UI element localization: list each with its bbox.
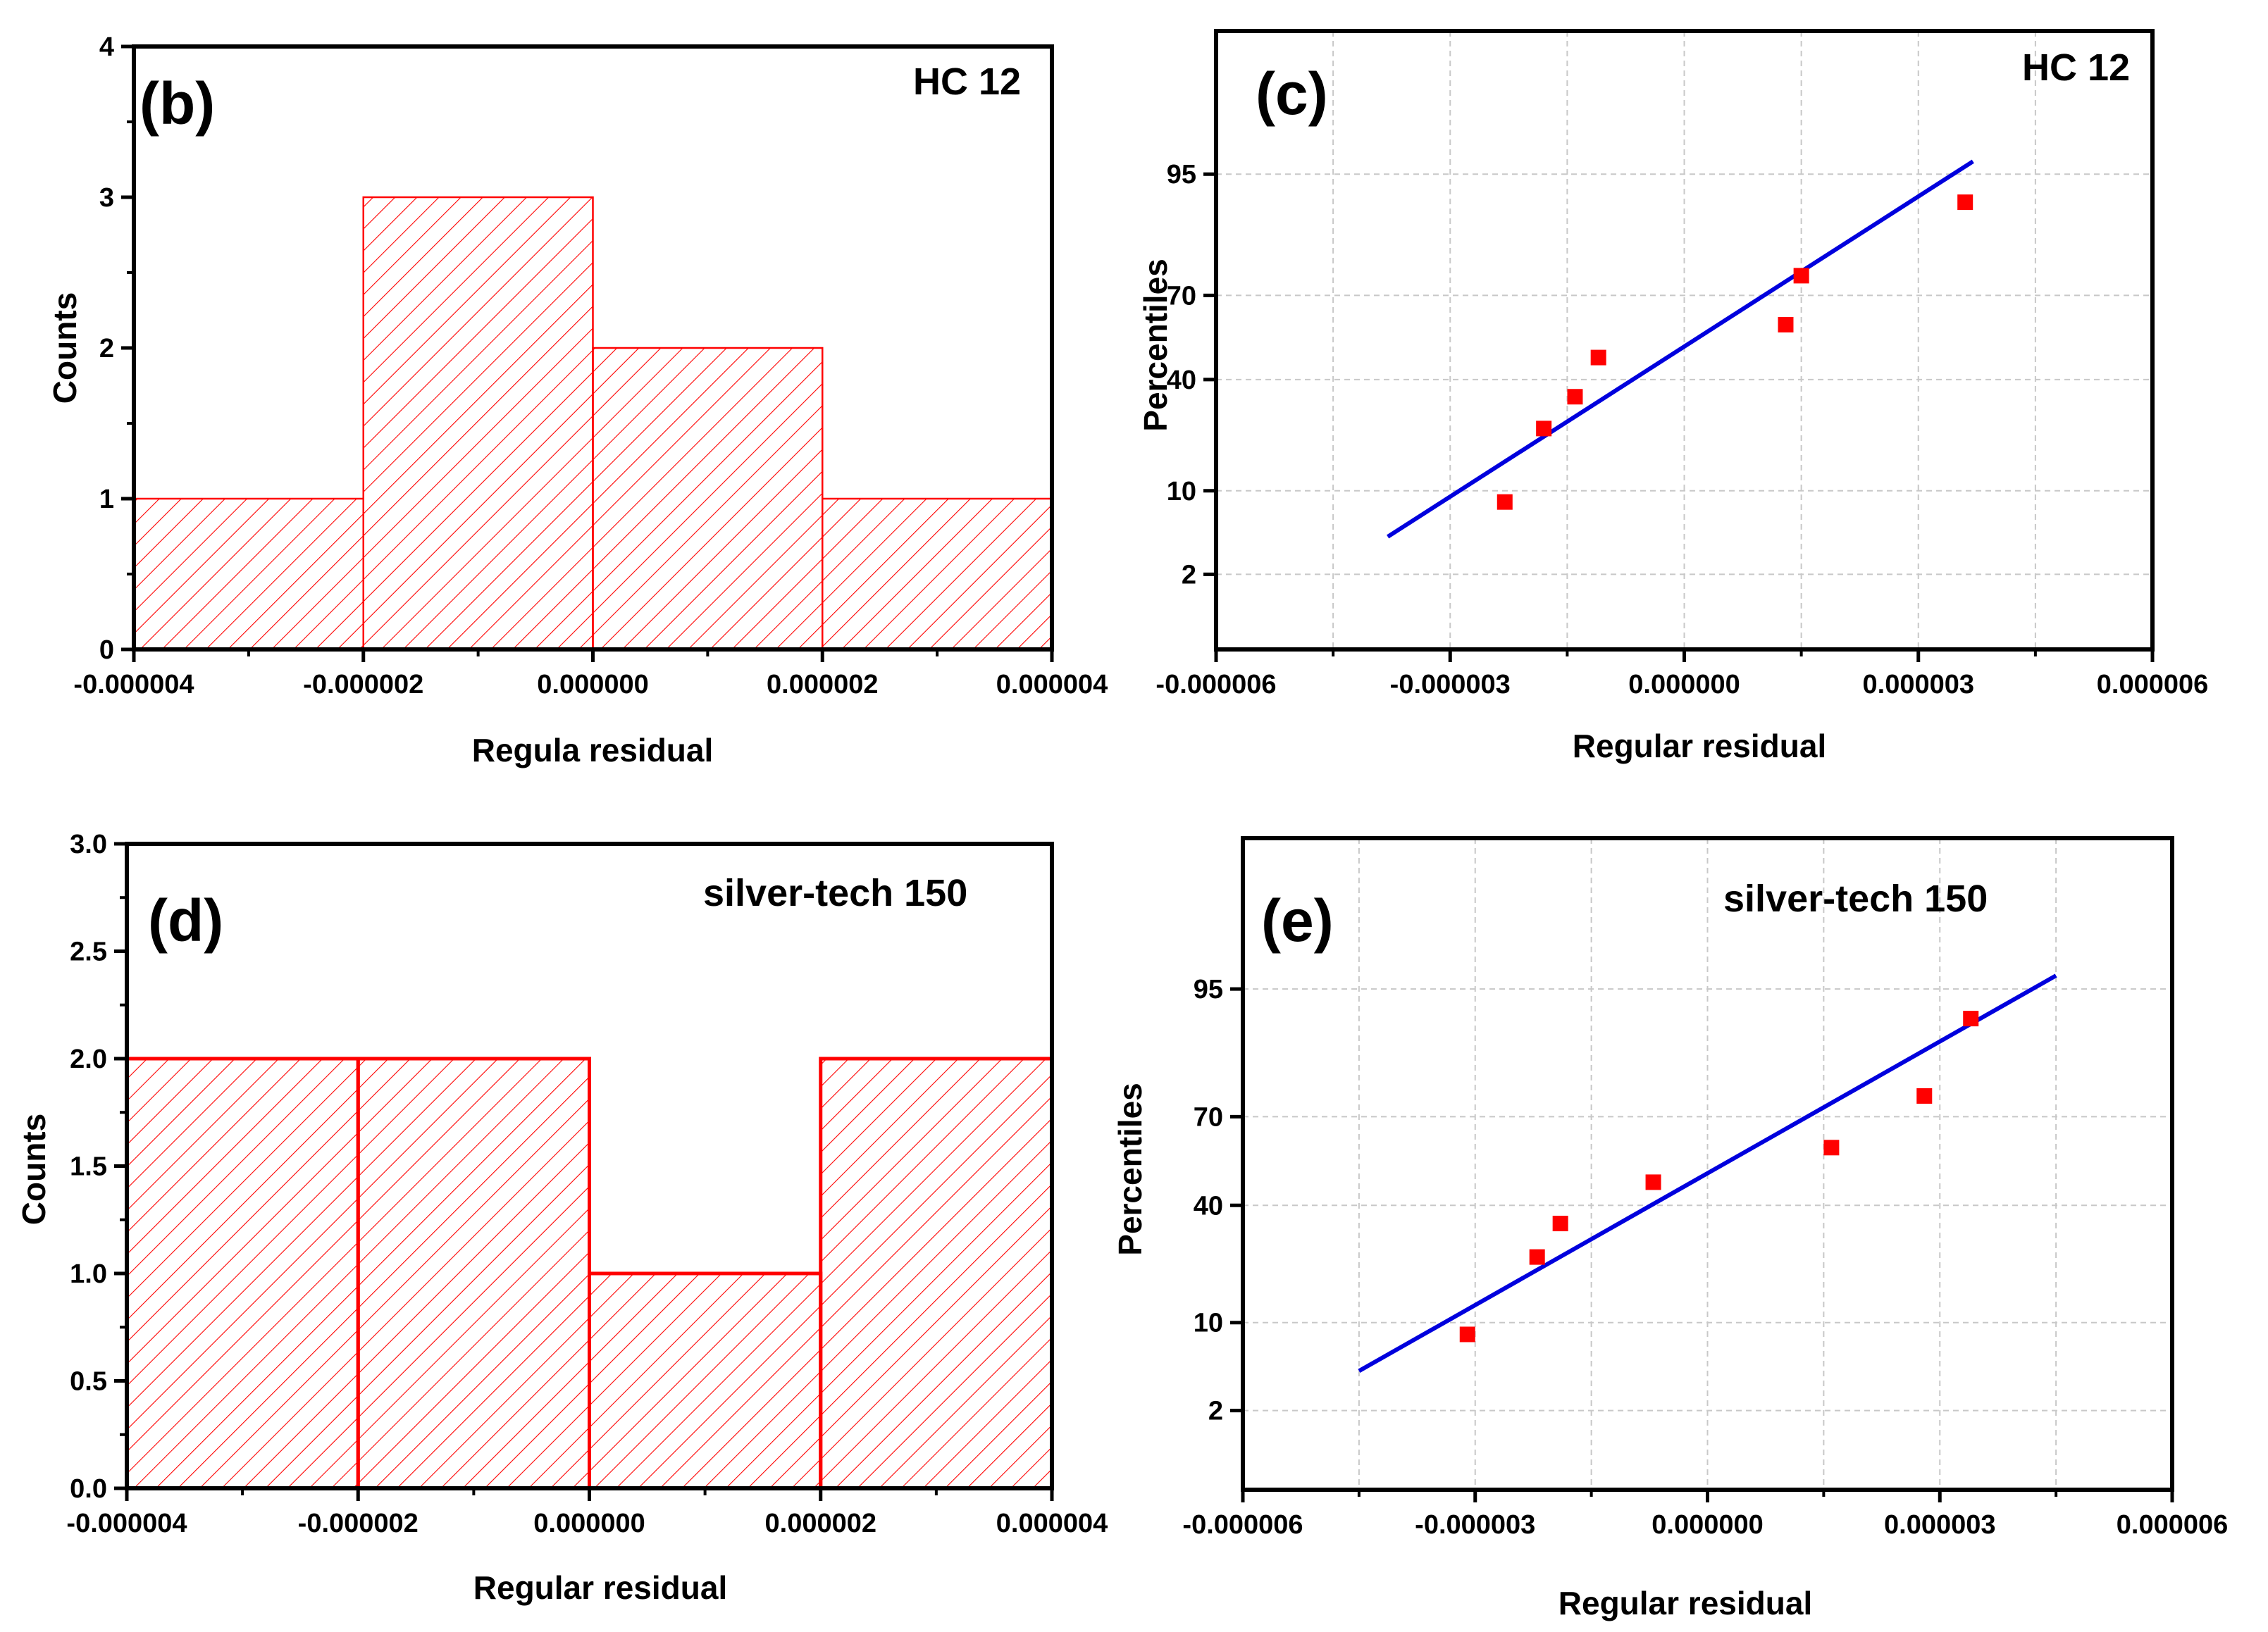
y-tick-label: 95 [1167, 160, 1196, 189]
x-axis-label: Regular residual [1559, 1585, 1812, 1621]
y-axis-label: Percentiles [1112, 1083, 1148, 1255]
data-point [1590, 349, 1606, 366]
y-tick-label: 1.0 [70, 1259, 107, 1289]
histogram-panel-d: -0.000004 -0.000002 0.000000 0.000002 0.0000… [16, 830, 1108, 1606]
probability-plot-panel-c: -0.000006 -0.000003 0.000000 0.000003 0.0000… [1137, 29, 2209, 764]
histogram-bar [822, 497, 1053, 651]
y-tick-label: 2 [99, 334, 114, 363]
y-tick-label: 70 [1167, 281, 1196, 311]
x-tick-label: -0.000006 [1155, 670, 1276, 699]
data-point [1963, 1011, 1979, 1027]
data-point [1645, 1174, 1661, 1190]
fit-line [1387, 159, 1974, 539]
y-tick-label: 70 [1194, 1102, 1223, 1132]
sample-label: HC 12 [2022, 46, 2130, 89]
x-tick-label: 0.000002 [767, 670, 879, 699]
x-tick-label: 0.000003 [1884, 1510, 1996, 1540]
y-tick-label: 1.5 [70, 1152, 107, 1182]
data-point [1567, 389, 1583, 405]
x-tick-label: 0.000000 [533, 1509, 645, 1538]
y-tick-label: 95 [1194, 975, 1223, 1004]
histogram-bar [125, 1057, 360, 1490]
x-tick-label: 0.000000 [537, 670, 649, 699]
x-tick-label: -0.000003 [1415, 1510, 1535, 1540]
data-point [1529, 1249, 1545, 1265]
histogram-bar [132, 497, 364, 651]
data-point [1536, 421, 1552, 437]
sample-label: HC 12 [913, 61, 1021, 103]
y-tick-label: 2 [1208, 1397, 1223, 1426]
data-point [1778, 316, 1794, 332]
sample-label: silver-tech 150 [703, 872, 967, 914]
y-axis-label: Counts [47, 292, 83, 404]
histogram-bar [592, 347, 824, 651]
y-tick-label: 0.5 [70, 1367, 107, 1397]
fit-line [1358, 973, 2057, 1374]
data-point [1916, 1088, 1933, 1104]
x-tick-label: -0.000002 [298, 1509, 419, 1538]
y-tick-label: 2 [1182, 560, 1196, 590]
data-point [1957, 194, 1973, 211]
y-tick-label: 4 [99, 32, 114, 62]
x-axis-label: Regula residual [472, 732, 714, 768]
x-tick-label: 0.000006 [2097, 670, 2209, 699]
data-point [1496, 494, 1513, 510]
x-tick-label: -0.000004 [66, 1509, 187, 1538]
sample-label: silver-tech 150 [1723, 878, 1988, 920]
panel-label: (b) [140, 70, 215, 137]
x-axis-label: Regular residual [1573, 728, 1826, 764]
y-tick-label: 3 [99, 183, 114, 213]
y-tick-label: 40 [1167, 366, 1196, 395]
histogram-bar [819, 1057, 1054, 1490]
y-tick-label: 10 [1194, 1309, 1223, 1338]
x-tick-label: -0.000004 [73, 670, 194, 699]
histogram-panel-b: -0.000004 -0.000002 0.000000 0.000002 0.0000… [47, 32, 1108, 768]
y-tick-label: 10 [1167, 477, 1196, 506]
y-tick-label: 0 [99, 635, 114, 665]
x-tick-label: 0.000006 [2117, 1510, 2229, 1540]
data-point [1459, 1326, 1475, 1343]
x-tick-label: 0.000004 [996, 1509, 1108, 1538]
x-tick-label: -0.000002 [303, 670, 423, 699]
x-axis-label: Regular residual [473, 1569, 727, 1606]
y-axis-label: Counts [16, 1114, 52, 1225]
probability-plot-panel-e: -0.000006 -0.000003 0.000000 0.000003 0.0000… [1112, 836, 2229, 1621]
x-tick-label: 0.000003 [1863, 670, 1975, 699]
y-tick-label: 40 [1194, 1191, 1223, 1221]
x-tick-label: 0.000000 [1652, 1510, 1764, 1540]
x-tick-label: 0.000004 [996, 670, 1108, 699]
x-tick-label: 0.000000 [1628, 670, 1740, 699]
panel-label: (c) [1256, 61, 1328, 127]
y-tick-label: 2.0 [70, 1045, 107, 1074]
x-tick-label: 0.000002 [765, 1509, 877, 1538]
data-point [1793, 268, 1809, 284]
panel-label: (d) [148, 887, 223, 954]
data-point [1823, 1140, 1840, 1156]
y-axis-label: Percentiles [1137, 258, 1174, 431]
y-tick-label: 3.0 [70, 830, 107, 859]
histogram-bar [356, 1057, 591, 1490]
data-point [1552, 1216, 1568, 1232]
x-tick-label: -0.000006 [1182, 1510, 1303, 1540]
y-tick-label: 0.0 [70, 1474, 107, 1504]
histogram-bar [362, 196, 594, 651]
y-tick-label: 1 [99, 485, 114, 514]
panel-label: (e) [1261, 887, 1334, 954]
y-tick-label: 2.5 [70, 938, 107, 967]
histogram-bar [588, 1271, 823, 1490]
x-tick-label: -0.000003 [1390, 670, 1511, 699]
